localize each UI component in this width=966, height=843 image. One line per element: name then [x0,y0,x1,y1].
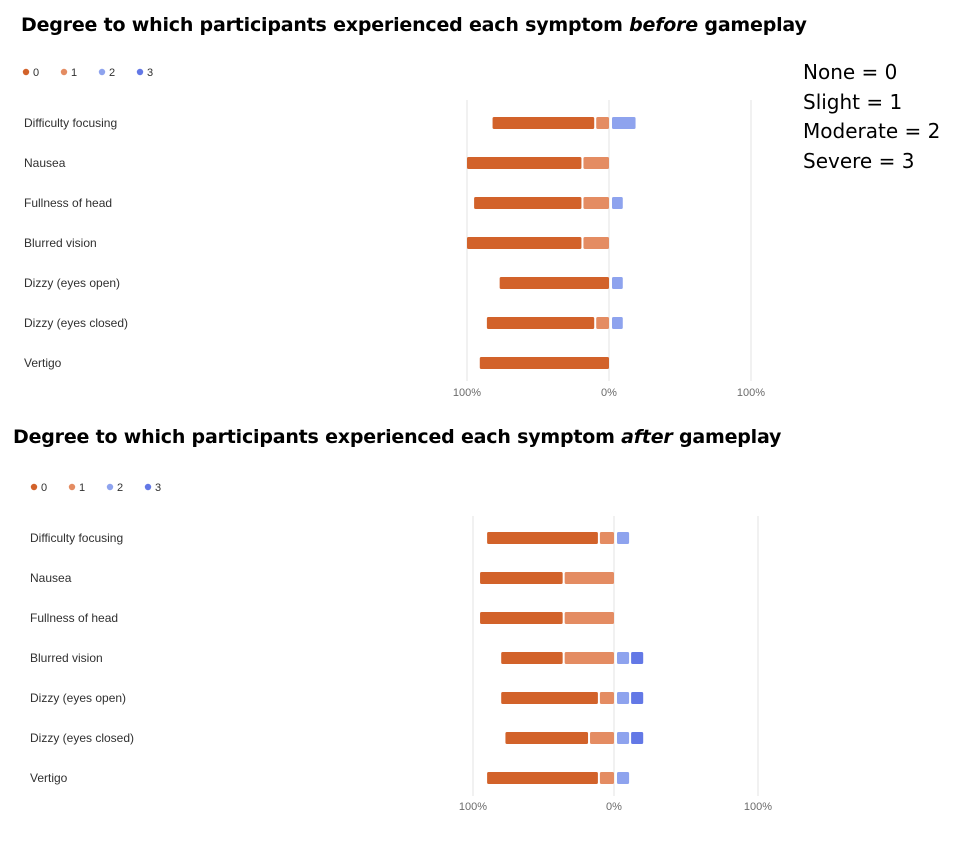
bar-segment-0 [467,157,582,169]
bar-segment-0 [499,277,609,289]
bar-segment-0 [501,692,598,704]
category-label: Dizzy (eyes open) [24,276,120,290]
title-lead: Degree to which participants experienced… [13,426,622,448]
bar-segment-2 [612,197,623,209]
scale-item-severe: Severe = 3 [803,148,915,173]
bar-segment-1 [583,157,609,169]
category-label: Difficulty focusing [24,116,117,130]
bar-segment-1 [596,117,609,129]
category-label: Blurred vision [24,236,97,250]
legend-label-1: 1 [79,482,85,494]
scale-item-none: None = 0 [803,60,898,84]
bar-segment-2 [612,277,623,289]
category-label: Nausea [24,156,66,170]
legend-label-3: 3 [147,67,153,79]
bar-segment-0 [467,237,582,249]
bar-segment-0 [479,357,609,369]
category-label: Nausea [30,571,72,585]
severity-scale-legend: None = 0 Slight = 1 Moderate = 2 Severe … [803,58,940,176]
bar-segment-0 [480,572,563,584]
title-lead: Degree to which participants experienced… [21,14,630,36]
scale-item-moderate: Moderate = 2 [803,119,941,143]
bar-segment-1 [564,612,614,624]
bar-segment-1 [599,772,614,784]
legend-marker-3 [144,483,152,491]
bar-segment-1 [599,532,614,544]
bar-segment-3 [631,732,644,744]
category-label: Dizzy (eyes closed) [24,316,128,330]
chart-title-before: Degree to which participants experienced… [21,14,807,36]
bar-segment-0 [487,772,598,784]
bar-segment-0 [505,732,589,744]
legend-label-1: 1 [71,67,77,79]
legend-marker-2 [106,483,114,491]
x-tick-label: 100% [737,387,765,399]
legend-label-2: 2 [117,482,123,494]
bar-segment-2 [612,317,623,329]
scale-item-slight: Slight = 1 [803,89,903,114]
title-emphasis: after [621,426,673,448]
x-tick-label: 100% [459,801,487,813]
bar-segment-2 [617,532,630,544]
chart-after: 0 1 2 3 100% 0% 100% Difficulty focusing Nausea F… [30,482,772,813]
bar-segment-0 [480,612,563,624]
bar-segment-1 [583,237,609,249]
bar-segment-0 [492,117,595,129]
bar-segment-1 [564,652,614,664]
category-label: Blurred vision [30,651,103,665]
legend-label-0: 0 [33,67,39,79]
legend-marker-3 [136,68,144,76]
bar-segment-3 [631,652,644,664]
bar-segment-1 [596,317,609,329]
category-label: Dizzy (eyes closed) [30,731,134,745]
legend-marker-1 [68,483,76,491]
category-label: Fullness of head [30,611,118,625]
bar-segment-1 [590,732,614,744]
bar-segment-0 [501,652,563,664]
legend-marker-0 [30,483,38,491]
bar-segment-2 [612,117,636,129]
legend-label-2: 2 [109,67,115,79]
category-label: Fullness of head [24,196,112,210]
chart-title-after: Degree to which participants experienced… [13,426,781,448]
bar-segment-0 [487,532,598,544]
x-tick-label: 100% [453,387,481,399]
title-emphasis: before [629,14,698,36]
chart-before: 0 1 2 3 100% 0% 100% Difficulty focusing Nausea F… [22,67,765,399]
bar-segment-0 [474,197,582,209]
category-label: Vertigo [24,356,62,370]
bar-segment-2 [617,652,630,664]
title-tail: gameplay [672,426,782,448]
bar-segment-3 [631,692,644,704]
bar-segment-2 [617,772,630,784]
legend-marker-0 [22,68,30,76]
bar-segment-0 [486,317,595,329]
x-tick-label: 0% [606,801,622,813]
bar-segment-2 [617,692,630,704]
legend-label-3: 3 [155,482,161,494]
bar-segment-2 [617,732,630,744]
x-tick-label: 0% [601,387,617,399]
category-label: Dizzy (eyes open) [30,691,126,705]
category-label: Difficulty focusing [30,531,123,545]
x-tick-label: 100% [744,801,772,813]
legend-label-0: 0 [41,482,47,494]
title-tail: gameplay [698,14,807,36]
bar-segment-1 [599,692,614,704]
bar-segment-1 [583,197,609,209]
legend-marker-1 [60,68,68,76]
bar-segment-1 [564,572,614,584]
category-label: Vertigo [30,771,68,785]
legend-marker-2 [98,68,106,76]
